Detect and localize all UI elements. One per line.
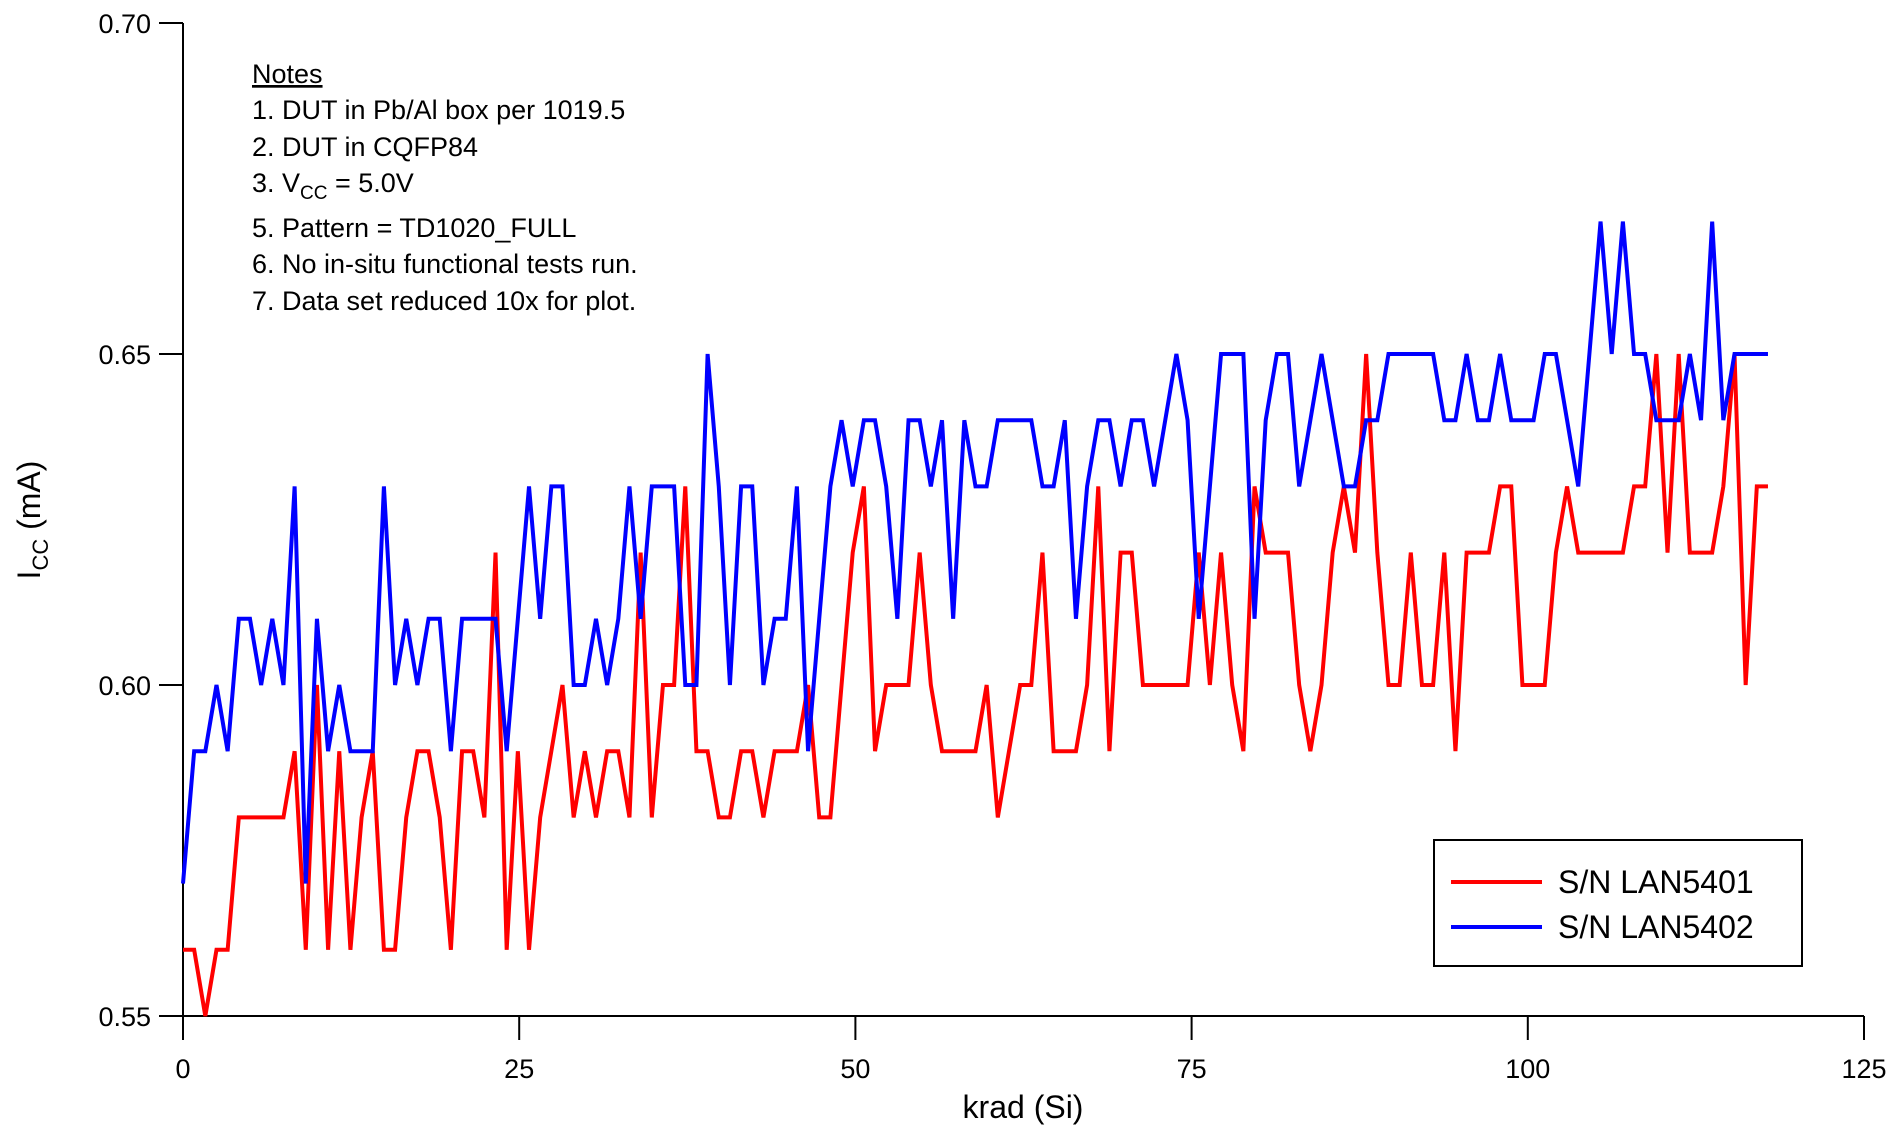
legend: S/N LAN5401 S/N LAN5402: [1433, 839, 1803, 967]
note-text: 3. V: [252, 168, 300, 198]
legend-label: S/N LAN5402: [1558, 909, 1754, 945]
y-axis-label-tail: (mA): [11, 461, 47, 539]
y-axis-label-main: I: [11, 571, 47, 580]
note-text: 6. No in-situ functional tests run.: [252, 249, 638, 279]
note-line: 1. DUT in Pb/Al box per 1019.5: [252, 95, 625, 125]
note-line: 3. VCC = 5.0V: [252, 168, 414, 204]
note-tail: = 5.0V: [327, 168, 413, 198]
note-line: 5. Pattern = TD1020_FULL: [252, 213, 576, 243]
data-line: [181, 221, 1768, 884]
x-tick-label: 100: [1505, 1054, 1550, 1084]
y-tick-label: 0.70: [98, 9, 151, 39]
data-line: [183, 353, 1768, 1017]
x-tick-label: 25: [504, 1054, 534, 1084]
x-tick-label: 0: [175, 1054, 190, 1084]
notes-title: Notes: [252, 59, 323, 89]
note-sub: CC: [300, 183, 327, 204]
x-tick-label: 75: [1177, 1054, 1207, 1084]
note-text: 7. Data set reduced 10x for plot.: [252, 286, 636, 316]
y-axis-label-sub: CC: [28, 539, 53, 571]
note-text: 5. Pattern = TD1020_FULL: [252, 213, 576, 243]
note-text: 2. DUT in CQFP84: [252, 132, 478, 162]
x-axis-label: krad (Si): [963, 1089, 1084, 1125]
y-tick-label: 0.60: [98, 671, 151, 701]
legend-box: [1433, 839, 1803, 967]
note-line: 2. DUT in CQFP84: [252, 132, 478, 162]
note-text: 1. DUT in Pb/Al box per 1019.5: [252, 95, 625, 125]
y-tick-label: 0.65: [98, 340, 151, 370]
note-line: 7. Data set reduced 10x for plot.: [252, 286, 636, 316]
y-axis-label: ICC (mA): [11, 461, 53, 580]
note-line: 6. No in-situ functional tests run.: [252, 249, 638, 279]
y-tick-label: 0.55: [98, 1002, 151, 1032]
legend-label: S/N LAN5401: [1558, 864, 1754, 900]
x-tick-label: 50: [840, 1054, 870, 1084]
x-tick-label: 125: [1841, 1054, 1886, 1084]
